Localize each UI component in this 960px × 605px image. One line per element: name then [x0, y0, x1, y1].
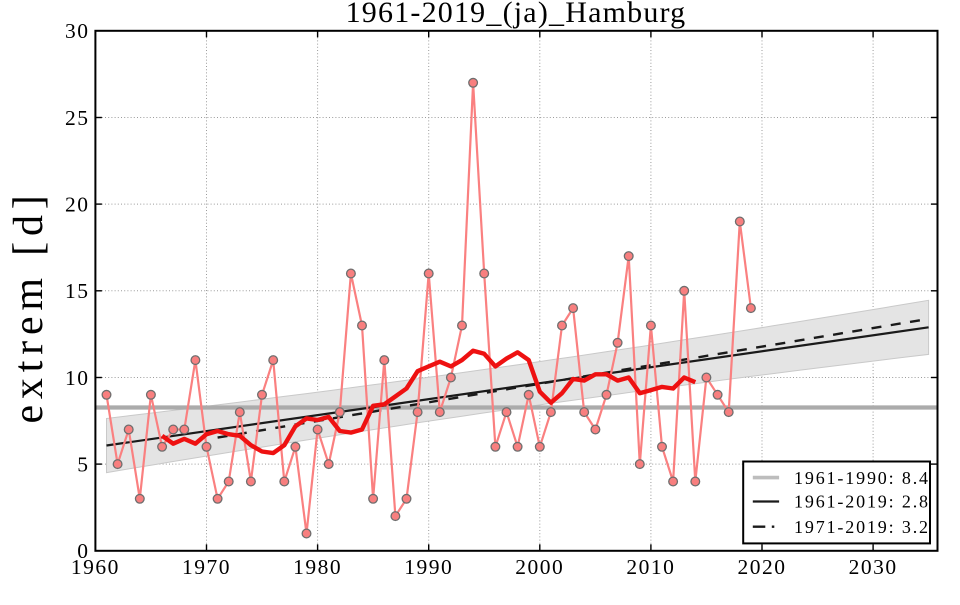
- svg-text:10: 10: [65, 366, 90, 390]
- svg-text:0: 0: [77, 539, 89, 563]
- svg-text:2020: 2020: [738, 555, 787, 579]
- svg-text:1961-2019_(ja)_Hamburg: 1961-2019_(ja)_Hamburg: [346, 0, 687, 29]
- svg-text:1960: 1960: [71, 555, 120, 579]
- svg-text:1971-2019: 3.2: 1971-2019: 3.2: [794, 517, 930, 537]
- svg-text:20: 20: [65, 192, 90, 216]
- svg-text:25: 25: [65, 106, 90, 130]
- svg-text:1961-2019: 2.8: 1961-2019: 2.8: [794, 492, 930, 512]
- svg-text:2000: 2000: [515, 555, 564, 579]
- svg-text:5: 5: [77, 452, 89, 476]
- svg-text:1990: 1990: [404, 555, 453, 579]
- svg-text:2030: 2030: [849, 555, 898, 579]
- svg-text:2010: 2010: [626, 555, 675, 579]
- svg-text:1980: 1980: [293, 555, 342, 579]
- svg-text:30: 30: [65, 19, 90, 43]
- svg-text:extrem [d]: extrem [d]: [6, 189, 52, 423]
- svg-text:1970: 1970: [182, 555, 231, 579]
- svg-text:15: 15: [65, 279, 90, 303]
- svg-text:1961-1990: 8.4: 1961-1990: 8.4: [794, 468, 930, 488]
